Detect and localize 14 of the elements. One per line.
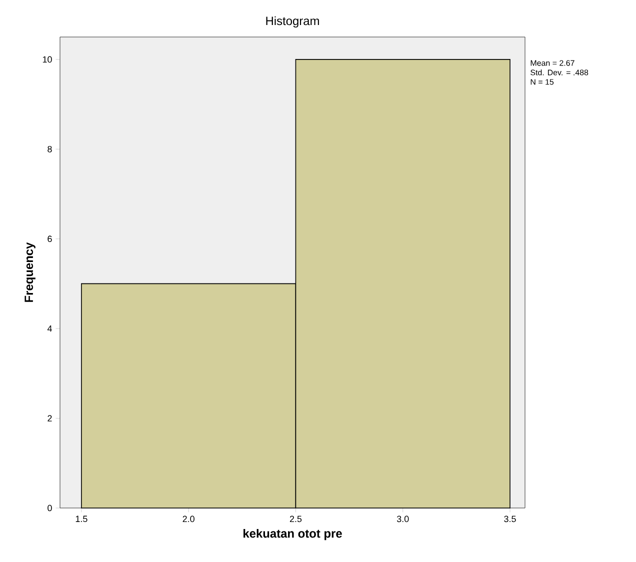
x-tick-label: 2.0 xyxy=(182,516,194,522)
y-tick-label: 0 xyxy=(48,504,52,512)
x-tick-label: 2.5 xyxy=(290,516,302,522)
x-tick-label: 3.0 xyxy=(396,516,409,522)
x-tick-label: 3.5 xyxy=(504,516,516,522)
x-axis-title: kekuatan otot pre xyxy=(244,528,342,540)
y-tick-label: 4 xyxy=(47,325,52,332)
y-tick-label: 6 xyxy=(48,236,52,242)
y-tick-label: 8 xyxy=(48,146,52,152)
x-tick-label: 1.5 xyxy=(76,516,88,522)
y-tick-label: 10 xyxy=(42,56,52,63)
y-axis-title: Frequency xyxy=(24,242,36,302)
chart-title: Histogram xyxy=(266,16,319,28)
y-tick-label: 2 xyxy=(48,415,52,422)
